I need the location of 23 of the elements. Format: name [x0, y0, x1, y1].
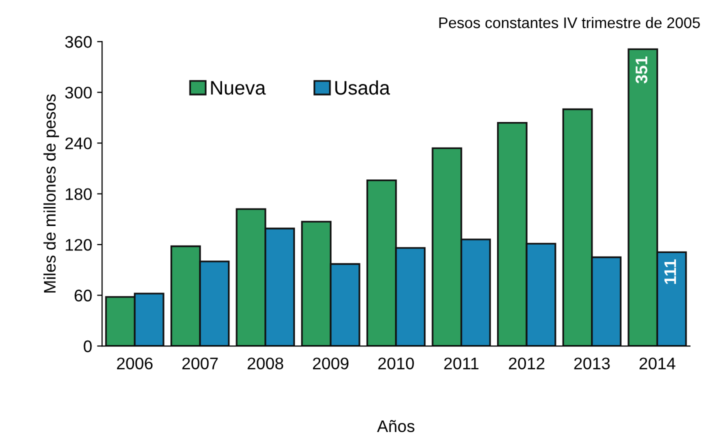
text: Pesos constantes IV trimestre de 2005: [439, 16, 700, 28]
x-axis-title: Años: [377, 420, 414, 432]
y-axis-title: Miles de millones de pesos: [43, 94, 59, 292]
y-tick-label: 240: [65, 137, 92, 150]
y-tick-label: 120: [66, 238, 92, 251]
data-label: 111: [664, 259, 676, 284]
data-label: 351: [636, 56, 648, 84]
y-tick-label: 180: [66, 188, 92, 200]
x-tick-label: 2013: [574, 358, 610, 370]
y-tick-label: 300: [65, 86, 92, 99]
x-tick-label: 2010: [378, 358, 414, 370]
y-tick-label: 360: [65, 36, 92, 48]
y-tick-label: 0: [84, 340, 92, 352]
x-tick-label: 2014: [640, 358, 676, 370]
y-tick-label: 60: [74, 290, 92, 302]
x-tick-label: 2006: [117, 358, 153, 370]
x-tick-label: 2011: [444, 358, 478, 370]
x-tick-label: 2009: [312, 358, 348, 370]
legend-label: Usada: [335, 80, 390, 95]
x-tick-label: 2008: [248, 358, 284, 370]
x-tick-label: 2012: [508, 358, 544, 370]
x-tick-label: 2007: [182, 358, 218, 370]
legend-label: Nueva: [211, 81, 266, 95]
